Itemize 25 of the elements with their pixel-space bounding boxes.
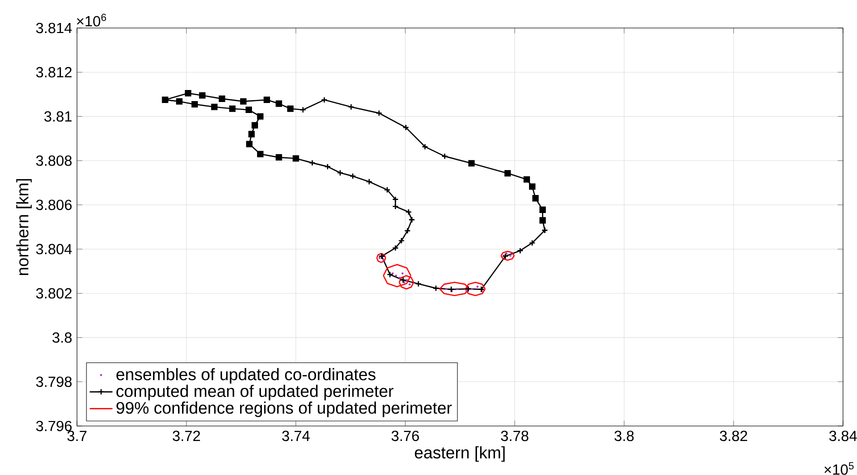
y-axis-title: northern [km] — [16, 179, 32, 275]
x-tick-label: 3.8 — [614, 430, 634, 442]
y-tick-label: 3.812 — [36, 67, 72, 78]
text: ×10$^{5}$ — [824, 462, 854, 475]
legend-label: ensembles of updated co-ordinates — [116, 368, 376, 384]
legend-label: computed mean of updated perimeter — [116, 384, 394, 400]
y-tick-label: 3.804 — [36, 244, 72, 254]
y-tick-label: 3.798 — [36, 376, 72, 387]
text: ×10$^{6}$ — [76, 14, 106, 26]
legend-label: 99% confidence regions of updated perimeter — [116, 402, 452, 418]
y-tick-label: 3.8 — [52, 332, 72, 343]
x-tick-label: 3.84 — [829, 430, 857, 442]
x-tick-label: 3.82 — [720, 430, 748, 442]
x-axis-title: eastern [km] — [414, 446, 505, 462]
y-tick-label: 3.806 — [36, 200, 72, 210]
y-tick-label: 3.808 — [36, 155, 72, 166]
x-tick-label: 3.74 — [282, 430, 310, 442]
x-tick-label: 3.72 — [172, 430, 200, 442]
x-tick-label: 3.76 — [392, 430, 419, 442]
y-tick-label: 3.81 — [44, 111, 72, 122]
y-tick-label: 3.802 — [36, 288, 72, 299]
x-tick-label: 3.7 — [67, 430, 86, 442]
y-tick-label: 3.814 — [36, 22, 72, 34]
y-tick-label: 3.796 — [36, 420, 72, 432]
x-tick-label: 3.78 — [501, 430, 528, 442]
